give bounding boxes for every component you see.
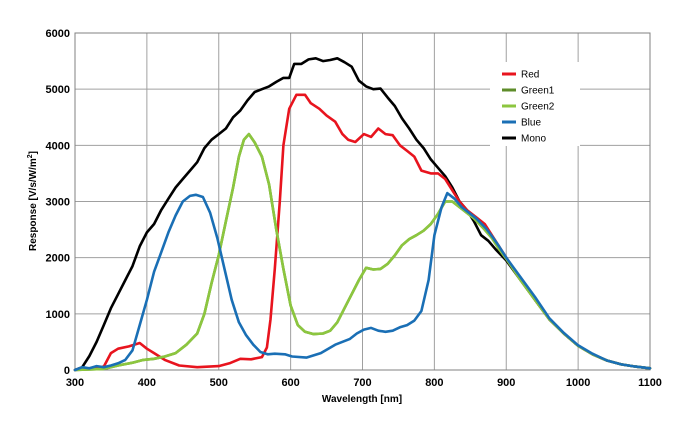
x-tick-label: 800 [425, 377, 443, 389]
legend-label-red: Red [521, 70, 539, 81]
x-axis-label: Wavelength [nm] [322, 394, 402, 405]
x-tick-labels: 300 400 500 600 700 800 900 1000 1100 [66, 377, 662, 389]
legend-label-mono: Mono [521, 134, 546, 145]
y-axis-label-main: Response [V/s/W/m [28, 158, 39, 251]
y-tick-label: 3000 [46, 197, 70, 209]
y-tick-labels: 0 1000 2000 3000 4000 5000 6000 [46, 28, 70, 377]
y-axis-label-end: ] [28, 151, 39, 154]
x-tick-label: 500 [210, 377, 228, 389]
legend-label-green2: Green2 [521, 102, 555, 113]
x-tick-label: 1000 [566, 377, 590, 389]
x-tick-label: 1100 [638, 377, 662, 389]
y-axis-label: Response [V/s/W/m2] [27, 151, 39, 251]
legend-label-green1: Green1 [521, 86, 555, 97]
x-tick-label: 300 [66, 377, 84, 389]
plot-area-frame [74, 32, 651, 371]
y-tick-label: 1000 [46, 309, 70, 321]
series-line-blue [73, 191, 652, 372]
y-axis-label-superscript: 2 [27, 154, 34, 158]
x-tick-label: 700 [353, 377, 371, 389]
legend-background [490, 62, 580, 146]
series-line-mono [73, 57, 652, 372]
x-tick-label: 900 [497, 377, 515, 389]
x-tick-label: 400 [138, 377, 156, 389]
y-tick-label: 2000 [46, 253, 70, 265]
y-tick-label: 6000 [46, 28, 70, 40]
legend: Red Green1 Green2 Blue Mono [490, 62, 580, 146]
legend-label-blue: Blue [521, 118, 541, 129]
y-tick-label: 4000 [46, 140, 70, 152]
series-lines [73, 57, 652, 372]
x-tick-label: 600 [281, 377, 299, 389]
y-tick-label: 0 [64, 365, 70, 377]
y-tick-label: 5000 [46, 84, 70, 96]
